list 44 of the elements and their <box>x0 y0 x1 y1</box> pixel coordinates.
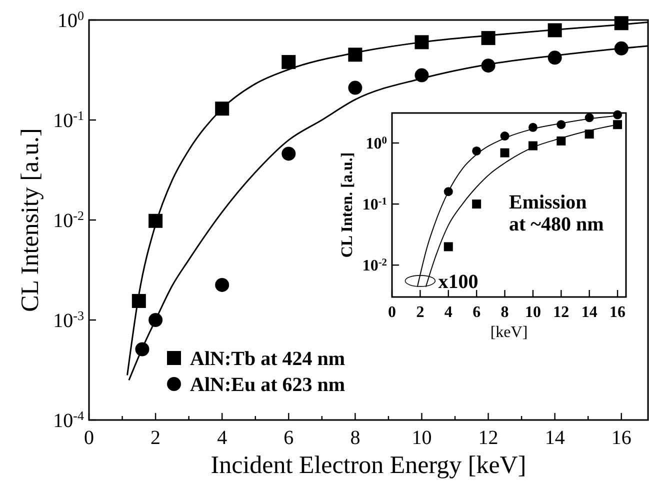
x-tick-label: 10 <box>524 304 541 321</box>
point <box>215 278 230 292</box>
point <box>500 148 510 158</box>
x-tick-label: 2 <box>150 427 161 449</box>
legend-label: AlN:Tb at 424 nm <box>190 348 346 370</box>
x-tick-label: 12 <box>553 304 570 321</box>
point <box>282 146 296 161</box>
x-tick-label: 12 <box>478 427 498 449</box>
point <box>472 200 482 209</box>
x-axis-title: [keV] <box>490 324 528 341</box>
x-tick-label: 2 <box>416 304 424 321</box>
point <box>584 130 594 139</box>
x-tick-label: 6 <box>284 427 294 449</box>
x-tick-label: 0 <box>84 427 94 449</box>
x-tick-label: 8 <box>500 304 509 321</box>
y-axis-title: CL Inten. [a.u.] <box>339 152 356 258</box>
y-tick-label: 10$^{-2}$ <box>362 257 387 275</box>
x-tick-label: 14 <box>544 427 565 449</box>
x-tick-label: 4 <box>217 427 228 449</box>
point <box>613 120 622 130</box>
x-tick-label: 10 <box>412 427 432 449</box>
point <box>348 80 362 95</box>
y-tick-label: 10$^{-4}$ <box>53 408 84 432</box>
x-tick-label: 16 <box>611 427 632 449</box>
x-tick-label: 16 <box>610 304 626 321</box>
y-tick-label: 10$^{-1}$ <box>362 196 387 214</box>
y-tick-label: 10$^{0}$ <box>366 135 387 153</box>
x-tick-label: 6 <box>472 304 481 321</box>
y-axis-title: CL Intensity [a.u.] <box>17 128 44 312</box>
legend-label: AlN:Eu at 623 nm <box>190 374 346 396</box>
y-tick-label: 10$^{0}$ <box>58 8 84 32</box>
x-tick-label: 4 <box>444 304 452 321</box>
y-tick-label: 10$^{-2}$ <box>53 208 84 232</box>
annotation: x100 <box>438 270 478 293</box>
annotation: at ~480 nm <box>509 214 604 236</box>
x-tick-label: 14 <box>581 304 598 321</box>
point <box>444 242 453 252</box>
x-tick-label: 0 <box>388 304 396 321</box>
y-tick-label: 10$^{-1}$ <box>53 108 84 132</box>
annotation: Emission <box>509 192 587 214</box>
point <box>282 55 296 70</box>
x-tick-label: 8 <box>350 427 360 449</box>
x-axis-title: Incident Electron Energy [keV] <box>210 452 526 479</box>
y-tick-label: 10$^{-3}$ <box>53 308 84 332</box>
